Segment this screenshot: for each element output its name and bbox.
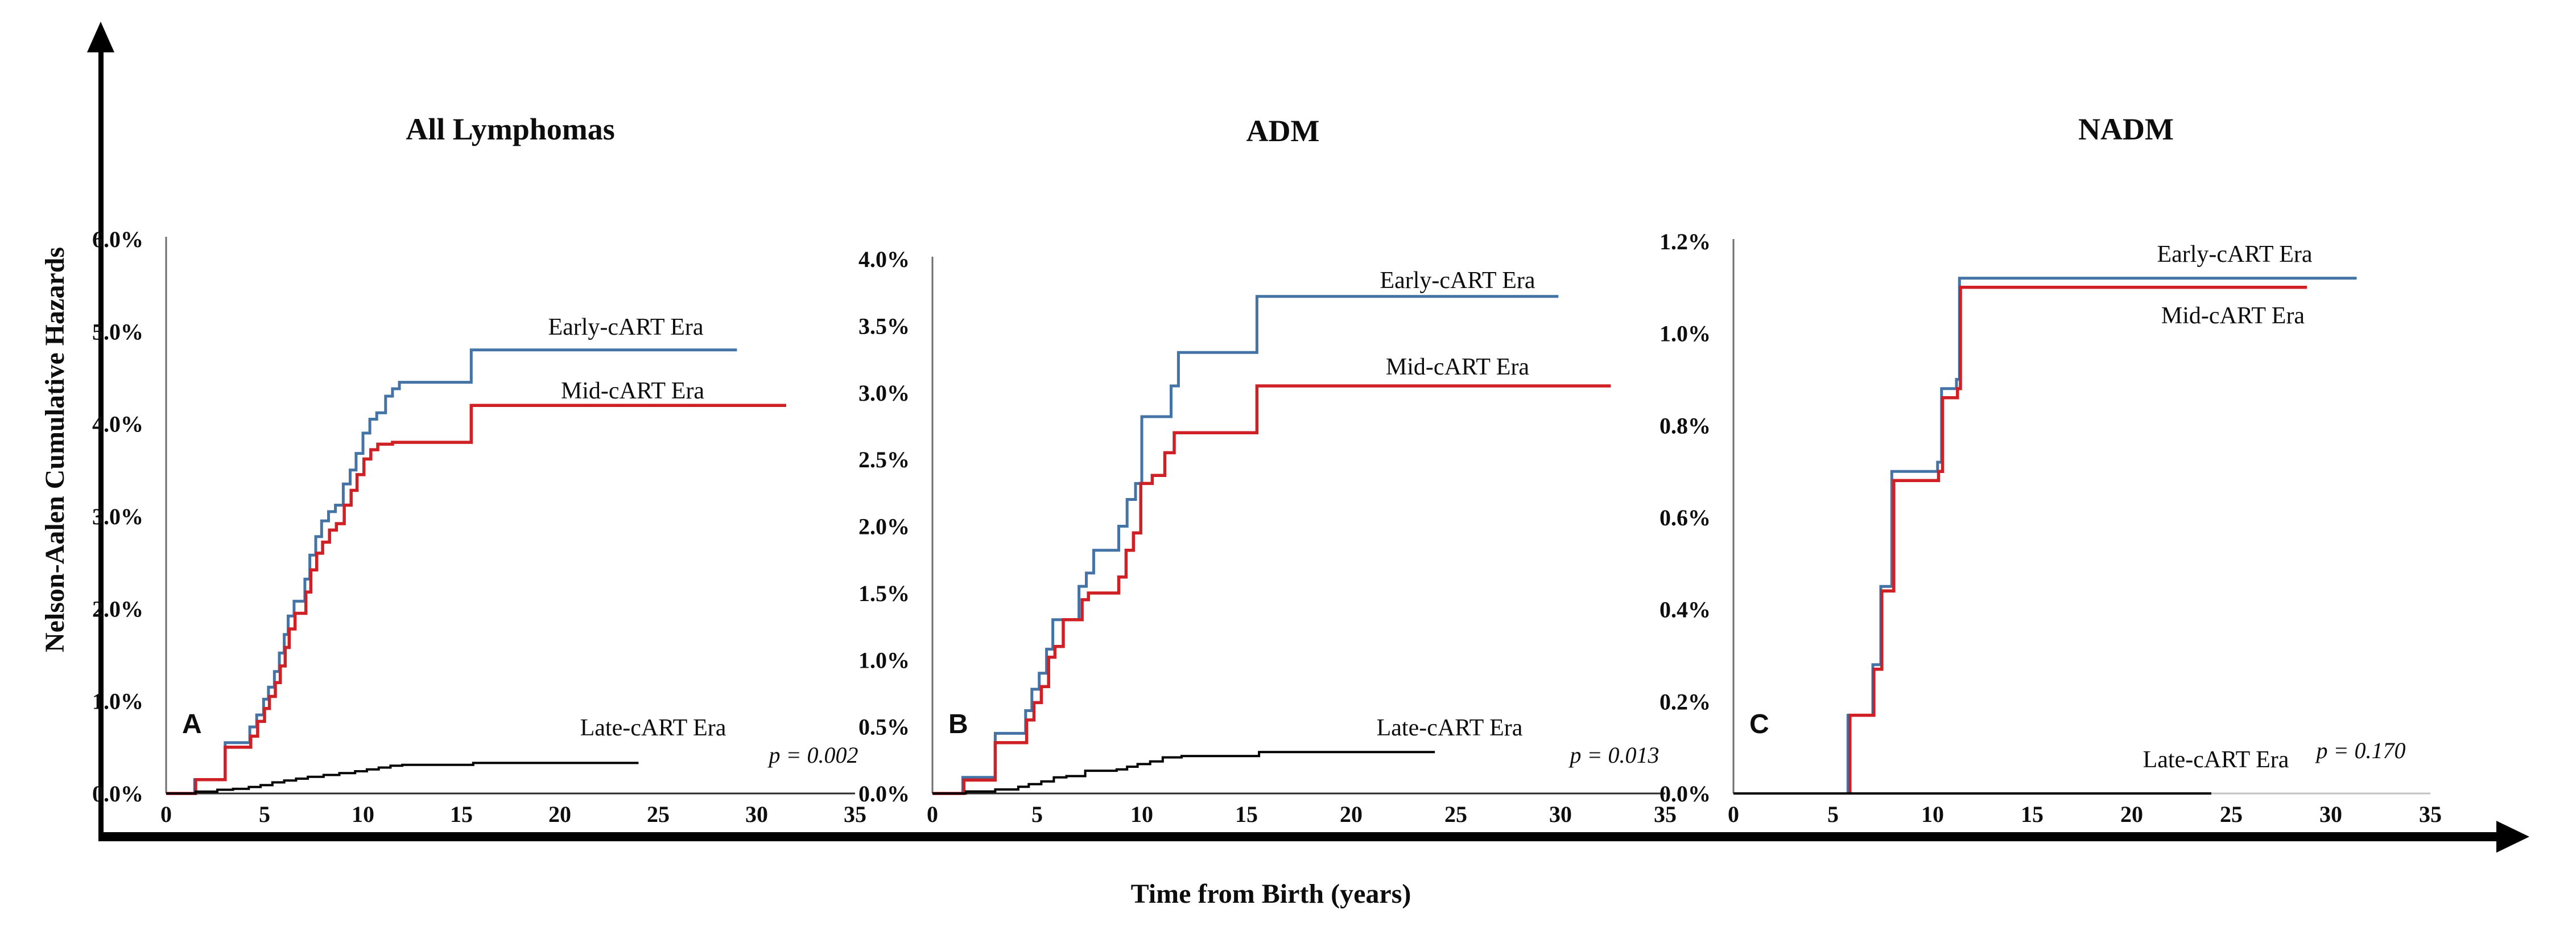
x-tick-label: 15 (450, 801, 473, 827)
panel-letter: B (948, 709, 968, 739)
x-tick-label: 20 (1340, 801, 1363, 827)
y-tick-label: 0.8% (1659, 413, 1711, 438)
x-tick-label: 0 (1728, 801, 1739, 827)
series-label-mid: Mid-cART Era (561, 378, 705, 404)
y-axis-arrow (87, 22, 114, 841)
x-tick-label: 5 (259, 801, 270, 827)
y-axis-arrow-shaft (98, 42, 104, 841)
x-tick-label: 35 (844, 801, 866, 827)
y-tick-label: 0.0% (92, 781, 143, 807)
y-tick-label: 6.0% (92, 227, 143, 252)
x-axis-title: Time from Birth (years) (1131, 879, 1411, 909)
series-label-early: Early-cART Era (1380, 268, 1535, 294)
series-curve-mid (932, 384, 1611, 795)
x-tick-label: 25 (647, 801, 670, 827)
x-tick-label: 30 (745, 801, 768, 827)
panel-title: ADM (1246, 114, 1320, 148)
panel-adm: ADM 0.0% 0.5% 1.0% 1.5% 2.0% 2.5% 3.0% 3.5% 4.0% 0… (858, 114, 1677, 827)
y-tick-label: 0.0% (1659, 781, 1711, 807)
series-label-early: Early-cART Era (548, 314, 703, 340)
y-tick-label: 1.5% (858, 581, 910, 606)
x-axis-arrow-shaft (98, 832, 2496, 841)
panel-letter: A (182, 709, 202, 739)
x-tick-label: 10 (1130, 801, 1153, 827)
x-tick-label: 35 (2419, 801, 2442, 827)
series-label-mid: Mid-cART Era (1386, 354, 1530, 380)
x-axis-arrowhead-icon (2496, 821, 2529, 853)
series-curve-late (932, 751, 1435, 795)
series-curve-early (1846, 277, 2357, 793)
x-tick-label: 15 (2021, 801, 2044, 827)
panel-all-lymphomas: All Lymphomas 0.0% 1.0% 2.0% 3.0% 4.0% 5.0% 6.0… (92, 112, 866, 827)
panel-letter: C (1749, 709, 1769, 739)
x-tick-label: 20 (548, 801, 571, 827)
y-tick-label: 4.0% (92, 412, 143, 437)
series-label-late: Late-cART Era (1377, 715, 1523, 741)
y-axis-title: Nelson-Aalen Cumulative Hazards (40, 247, 70, 652)
y-tick-label: 2.0% (92, 596, 143, 622)
y-tick-label: 0.6% (1659, 505, 1711, 530)
x-tick-label: 25 (2220, 801, 2243, 827)
y-axis-arrowhead-icon (87, 22, 114, 52)
series-curve-early (932, 295, 1559, 795)
panel-nadm: NADM 0.0% 0.2% 0.4% 0.6% 0.8% 1.0% 1.2% 0 5 10 15 20… (1659, 112, 2442, 827)
y-tick-label: 0.5% (858, 714, 910, 740)
y-tick-label: 2.0% (858, 514, 910, 540)
x-tick-label: 20 (2120, 801, 2143, 827)
panel-title: All Lymphomas (406, 112, 615, 146)
x-tick-label: 10 (352, 801, 374, 827)
x-tick-label: 25 (1444, 801, 1467, 827)
series-label-late: Late-cART Era (2143, 747, 2289, 773)
y-tick-label: 2.5% (858, 447, 910, 472)
x-tick-label: 15 (1235, 801, 1258, 827)
y-tick-label: 4.0% (858, 246, 910, 272)
series-label-mid: Mid-cART Era (2161, 303, 2305, 329)
series-label-early: Early-cART Era (2157, 241, 2312, 268)
y-tick-label: 3.5% (858, 313, 910, 339)
x-tick-label: 10 (1921, 801, 1944, 827)
x-tick-label: 0 (927, 801, 938, 827)
y-tick-label: 5.0% (92, 319, 143, 344)
y-tick-label: 1.0% (92, 689, 143, 714)
y-tick-label: 0.4% (1659, 597, 1711, 623)
x-tick-label: 5 (1827, 801, 1839, 827)
x-tick-label: 5 (1031, 801, 1043, 827)
y-tick-label: 3.0% (858, 380, 910, 406)
x-tick-label: 35 (1654, 801, 1677, 827)
y-tick-label: 0.0% (858, 781, 910, 807)
series-curve-late (166, 762, 639, 795)
p-value-label: p = 0.002 (767, 742, 858, 768)
x-tick-label: 30 (2319, 801, 2342, 827)
y-tick-label: 1.0% (1659, 321, 1711, 347)
y-tick-label: 3.0% (92, 504, 143, 529)
y-tick-label: 1.0% (858, 647, 910, 673)
p-value-label: p = 0.013 (1568, 742, 1659, 768)
p-value-label: p = 0.170 (2315, 738, 2406, 763)
series-label-late: Late-cART Era (580, 715, 726, 741)
x-axis-arrow (98, 821, 2529, 853)
series-curve-mid (166, 404, 786, 795)
series-curve-mid (1848, 286, 2307, 793)
x-tick-label: 30 (1549, 801, 1572, 827)
panel-title: NADM (2078, 112, 2174, 146)
y-tick-label: 1.2% (1659, 229, 1711, 254)
x-tick-label: 0 (160, 801, 172, 827)
y-tick-label: 0.2% (1659, 689, 1711, 714)
